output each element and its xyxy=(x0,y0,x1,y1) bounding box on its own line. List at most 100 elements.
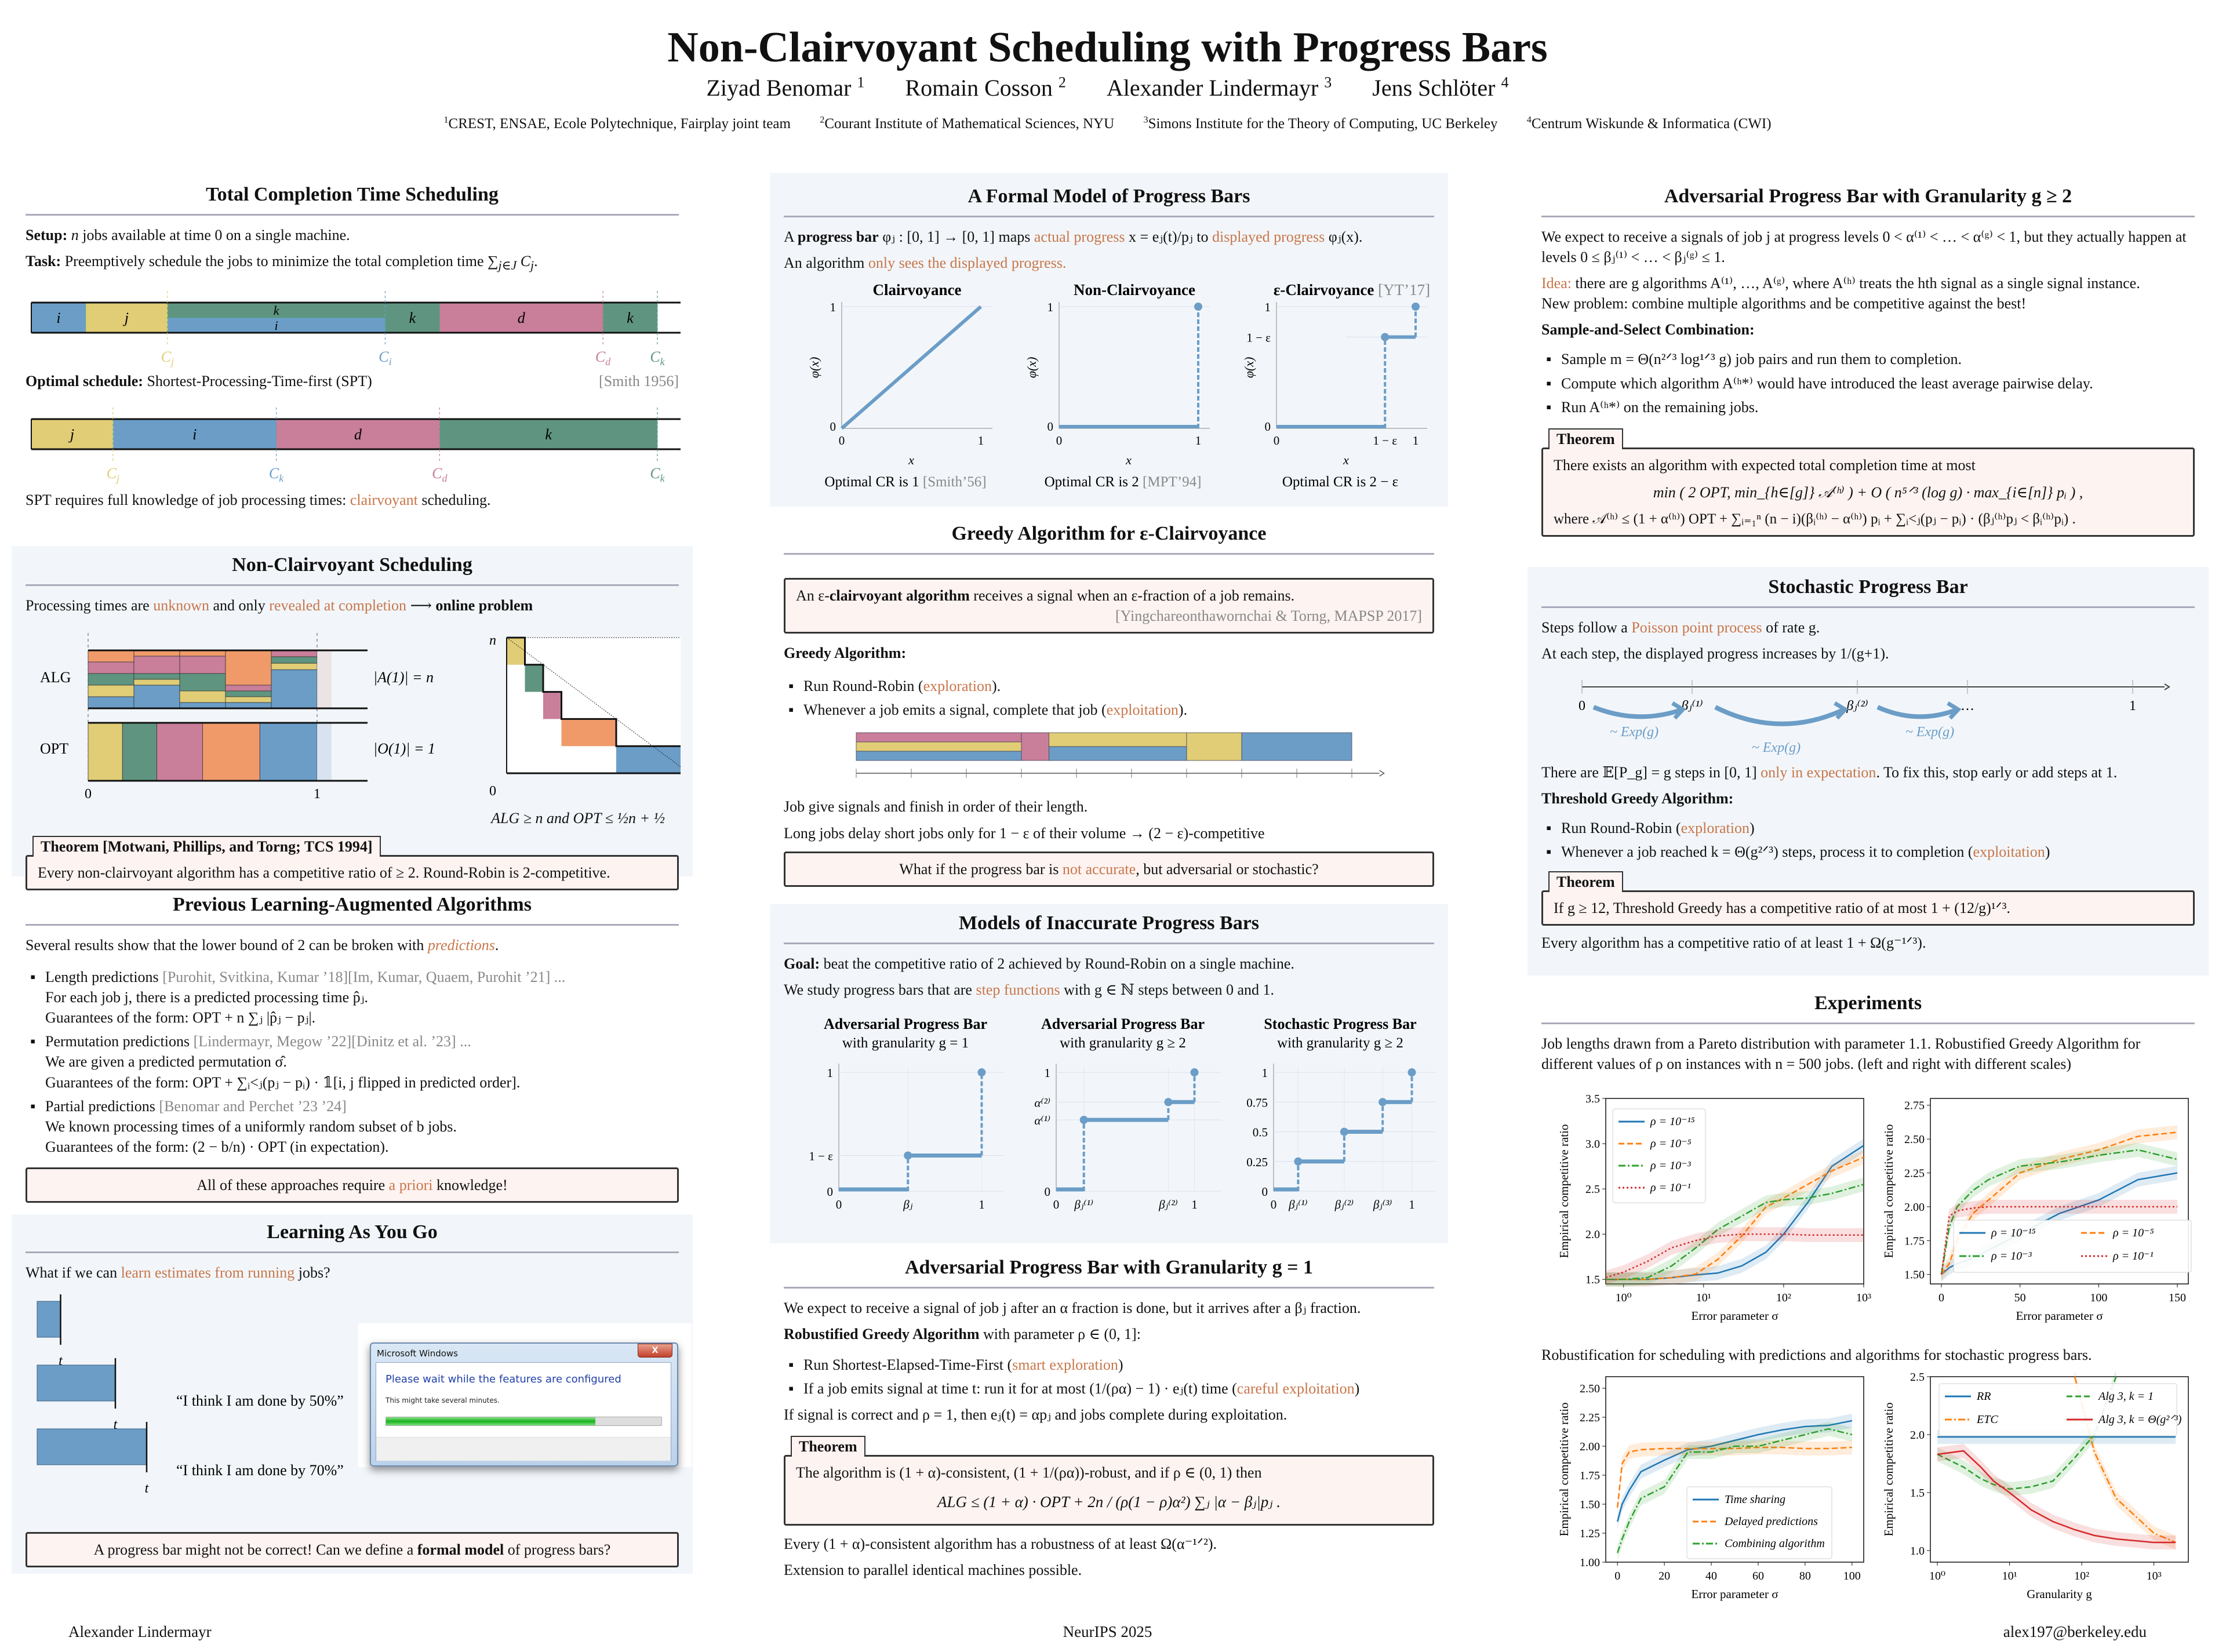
section-title: Greedy Algorithm for ε-Clairvoyance xyxy=(784,510,1434,555)
section-title: Non-Clairvoyant Scheduling xyxy=(26,546,679,586)
y-tick-label: 1 xyxy=(1262,1066,1268,1080)
legend-box xyxy=(1953,1220,2192,1273)
x-tick-label: βⱼ⁽³⁾ xyxy=(1373,1198,1392,1211)
alg-slice xyxy=(271,669,318,709)
job-label: k xyxy=(627,310,634,326)
section-title: Previous Learning-Augmented Algorithms xyxy=(26,881,679,926)
alg-slice xyxy=(225,650,272,686)
conclusion-box: A progress bar might not be correct! Can… xyxy=(26,1532,679,1568)
transition-arrowhead xyxy=(1947,701,1962,720)
x-axis-label: Error parameter σ xyxy=(1691,1309,1778,1323)
list-item: Length predictions [Purohit, Svitkina, K… xyxy=(30,967,679,1028)
series-line xyxy=(1616,1446,1852,1508)
list-item: Run A⁽ʰ*⁾ on the remaining jobs. xyxy=(1546,397,2195,417)
plot-title: Non-Clairvoyance xyxy=(1074,281,1195,299)
conclusion-box: All of these approaches require a priori… xyxy=(26,1167,679,1203)
x-tick-label: 10¹ xyxy=(2002,1570,2017,1582)
series-band xyxy=(1606,1150,1864,1287)
chart-rho-log: 1.5 2.0 2.5 3.0 3.5 10⁰ 10¹ 10² 10³ Error paramet… xyxy=(1557,1093,1871,1323)
alg-slice xyxy=(179,673,226,692)
rr-slice xyxy=(856,751,1022,761)
x-tick-label: 0 xyxy=(1053,1198,1060,1211)
section-title: Stochastic Progress Bar xyxy=(1541,567,2195,608)
step-point xyxy=(977,1068,986,1077)
quote-70: “I think I am done by 70%” xyxy=(176,1462,344,1479)
x-tick-label: βⱼ⁽¹⁾ xyxy=(1074,1198,1093,1211)
windows-dialog-screenshot: Microsoft Windows X Please wait while th… xyxy=(358,1323,692,1467)
series-line xyxy=(1617,1428,1853,1553)
staircase-step xyxy=(543,692,562,719)
y-tick-label: 2.25 xyxy=(1580,1411,1600,1424)
study-text: We study progress bars that are step fun… xyxy=(784,981,1275,999)
plot-subtitle: with granularity g = 1 xyxy=(842,1035,969,1051)
section-learning: Learning As You Go What if we can learn … xyxy=(12,1214,693,1574)
series-band xyxy=(2075,1370,2176,1549)
y-tick-label: 0 xyxy=(1045,1185,1051,1199)
series-line xyxy=(2074,1376,2176,1544)
y-tick-label: 0.75 xyxy=(1246,1096,1268,1109)
theorem-tag: Theorem xyxy=(1548,428,1623,449)
y-axis-label: φ(x) xyxy=(1242,357,1256,379)
series-line xyxy=(1937,1450,2176,1544)
x-tick-label: 40 xyxy=(1705,1570,1717,1582)
staircase-step xyxy=(507,638,525,665)
theorem-box: Every non-clairvoyant algorithm has a co… xyxy=(26,855,679,891)
job-label: d xyxy=(518,310,526,326)
series-band xyxy=(1937,1444,2176,1549)
poisson-text: Steps follow a Poisson point process of … xyxy=(1541,619,1820,636)
axis-label: 0 xyxy=(1578,698,1585,714)
transition-label: ~ Exp(g) xyxy=(1905,725,1954,740)
progress-point xyxy=(1194,303,1202,311)
list-item: Sample m = Θ(n²ᐟ³ log¹ᐟ³ g) job pairs an… xyxy=(1546,349,2195,369)
axis-label-1: 1 xyxy=(314,787,321,802)
y-tick-label: 1.75 xyxy=(1580,1469,1600,1482)
alg-slice xyxy=(179,690,226,703)
section-nonclairvoyant: Non-Clairvoyant Scheduling Processing ti… xyxy=(12,546,693,891)
affiliation-list: 1CREST, ENSAE, Ecole Polytechnique, Fair… xyxy=(0,115,2215,132)
plot-title: ε-Clairvoyance [YT’17] xyxy=(1274,281,1430,299)
theorem-tag: Theorem xyxy=(1548,871,1623,892)
x-tick-label: 0 xyxy=(1938,1291,1944,1304)
spt-text: SPT requires full knowledge of job proce… xyxy=(26,491,491,508)
y-tick-label: 1 xyxy=(1045,1066,1051,1080)
alg-tail xyxy=(317,650,332,709)
y-axis-label: Empirical competitive ratio xyxy=(1557,1125,1571,1258)
dialog-title: Microsoft Windows xyxy=(377,1348,458,1359)
dialog-heading: Please wait while the features are confi… xyxy=(385,1373,621,1385)
x-tick-label: 1 xyxy=(1195,434,1202,447)
list-item: Whenever a job emits a signal, complete … xyxy=(788,700,1434,720)
author: Romain Cosson 2 xyxy=(905,74,1066,101)
x-tick-label: 10⁰ xyxy=(1616,1291,1632,1304)
opt-equation: |O(1)| = 1 xyxy=(373,740,435,757)
opt-job xyxy=(157,722,203,781)
series-band xyxy=(1606,1177,1864,1287)
axis-label: βⱼ⁽¹⁾ xyxy=(1681,698,1703,714)
alg-slice xyxy=(133,656,180,674)
alg-slice xyxy=(271,650,318,657)
experiments-intro-2: Robustification for scheduling with pred… xyxy=(1541,1347,2092,1363)
footer-email[interactable]: alex197@berkeley.edu xyxy=(2003,1623,2147,1640)
stair-n-label: n xyxy=(489,633,496,648)
dialog-footer xyxy=(376,1437,671,1461)
x-tick-label: 10³ xyxy=(2147,1570,2162,1582)
step-point xyxy=(1190,1068,1199,1077)
intro-text: Several results show that the lower boun… xyxy=(26,937,499,954)
setup-text: Setup: n jobs available at time 0 on a s… xyxy=(26,227,350,243)
y-tick-label: α⁽¹⁾ xyxy=(1034,1114,1050,1127)
legend-label: ρ = 10⁻¹⁵ xyxy=(1991,1227,2036,1239)
legend-label: ρ = 10⁻³ xyxy=(1650,1159,1692,1172)
legend-label: Alg 3, k = 1 xyxy=(2097,1390,2154,1403)
list-item: Run Shortest-Elapsed-Time-First (smart e… xyxy=(788,1355,1434,1375)
footer-author: Alexander Lindermayr xyxy=(68,1623,212,1640)
inequality-text: ALG ≥ n and OPT ≤ ½n + ½ xyxy=(491,810,665,827)
section-stochastic: Stochastic Progress Bar Steps follow a P… xyxy=(1527,567,2209,976)
y-tick-label: 2.0 xyxy=(1585,1228,1600,1241)
close-button[interactable]: X xyxy=(638,1344,672,1358)
x-tick-label: βⱼ⁽²⁾ xyxy=(1158,1198,1178,1211)
x-axis-label: Error parameter σ xyxy=(2016,1309,2103,1323)
legend-label: RR xyxy=(1976,1390,1991,1403)
list-item: If a job emits signal at time t: run it … xyxy=(788,1378,1434,1399)
series-line xyxy=(1606,1184,1864,1280)
algorithm-steps: Run Round-Robin (exploration). Whenever … xyxy=(784,676,1434,720)
legend-label: Time sharing xyxy=(1725,1493,1785,1506)
